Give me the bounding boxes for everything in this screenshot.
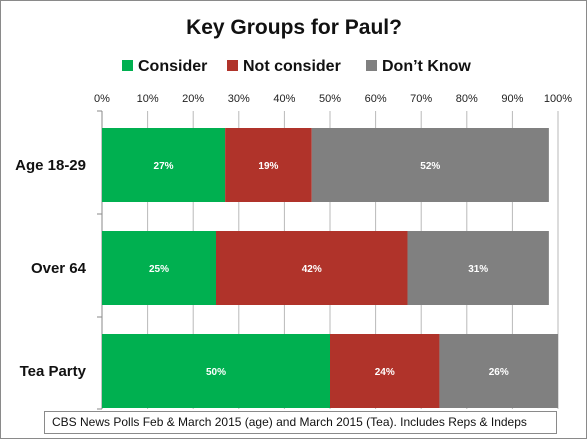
data-label: 24% bbox=[375, 367, 395, 378]
data-label: 26% bbox=[489, 367, 509, 378]
legend-label: Don’t Know bbox=[382, 58, 471, 75]
bar-segment bbox=[216, 231, 408, 305]
x-tick-label: 100% bbox=[544, 93, 572, 105]
bar-segment bbox=[225, 128, 312, 202]
legend-label: Not consider bbox=[243, 58, 341, 75]
data-label: 42% bbox=[302, 264, 322, 275]
category-label: Age 18-29 bbox=[15, 157, 86, 174]
data-label: 50% bbox=[206, 367, 226, 378]
x-tick-label: 40% bbox=[273, 93, 295, 105]
bar-segment bbox=[439, 334, 558, 408]
data-label: 27% bbox=[154, 161, 174, 172]
category-labels: Age 18-29 Over 64 Tea Party bbox=[15, 157, 87, 380]
bar-segment bbox=[102, 231, 216, 305]
bar-segment bbox=[102, 128, 226, 202]
bar-segment bbox=[311, 128, 549, 202]
legend-label: Consider bbox=[138, 58, 207, 75]
x-tick-label: 60% bbox=[365, 93, 387, 105]
bar-segment bbox=[102, 334, 330, 408]
x-tick-label: 90% bbox=[501, 93, 523, 105]
x-tick-label: 30% bbox=[228, 93, 250, 105]
bar-segment bbox=[407, 231, 549, 305]
x-tick-label: 80% bbox=[456, 93, 478, 105]
x-tick-label: 20% bbox=[182, 93, 204, 105]
data-label: 19% bbox=[258, 161, 278, 172]
x-axis-ticks: 0% 10% 20% 30% 40% 50% 60% 70% 80% 90% 100% bbox=[94, 93, 572, 105]
source-note: CBS News Polls Feb & March 2015 (age) an… bbox=[44, 411, 557, 434]
category-label: Over 64 bbox=[31, 260, 87, 277]
bars: 27% 19% 52% 25% 42% 31% 50% 24% 26% bbox=[102, 128, 558, 408]
chart-title: Key Groups for Paul? bbox=[186, 16, 402, 39]
category-label: Tea Party bbox=[20, 363, 87, 380]
bar-segment bbox=[330, 334, 440, 408]
data-label: 25% bbox=[149, 264, 169, 275]
data-label: 31% bbox=[468, 264, 488, 275]
legend: Consider Not consider Don’t Know bbox=[122, 58, 471, 75]
x-tick-label: 70% bbox=[410, 93, 432, 105]
x-tick-label: 50% bbox=[319, 93, 341, 105]
legend-swatch bbox=[366, 60, 377, 71]
legend-swatch bbox=[227, 60, 238, 71]
x-tick-label: 10% bbox=[137, 93, 159, 105]
legend-swatch bbox=[122, 60, 133, 71]
x-tick-label: 0% bbox=[94, 93, 110, 105]
data-label: 52% bbox=[420, 161, 440, 172]
